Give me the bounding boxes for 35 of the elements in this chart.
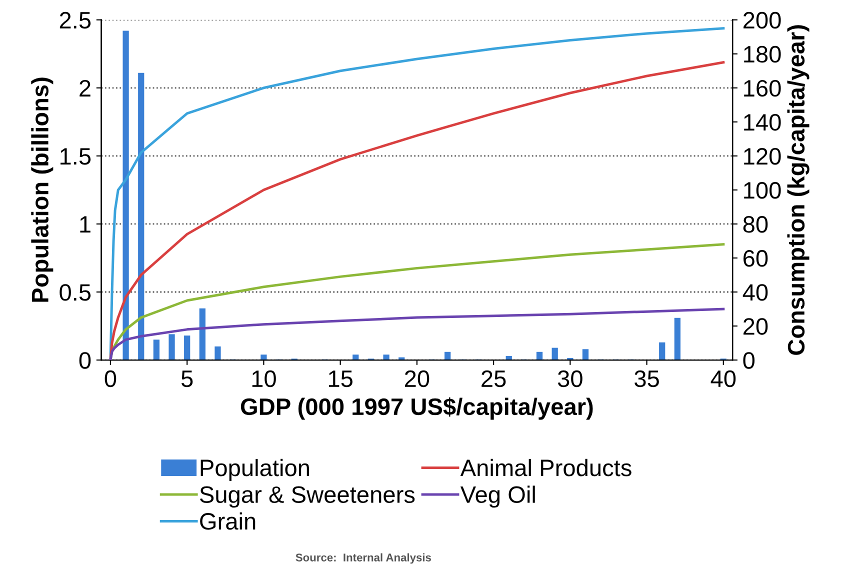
y-tick-label: 1 [80,216,90,233]
x-axis-title: GDP (000 1997 US$/capita/year) [240,397,593,420]
y2-tick-label: 80 [743,216,768,233]
y2-tick-label: 0 [743,352,755,369]
x-tick-label: 10 [252,370,276,388]
y2-tick-label: 160 [744,80,781,97]
y-axis-title: Population (billions) [31,78,54,302]
legend-label: Grain [200,512,256,530]
y2-tick-label: 40 [742,284,768,301]
y2-tick-label: 20 [744,318,768,335]
y-tick-label: 1.5 [60,148,91,165]
y-tick-label: 0 [79,352,91,369]
x-tick-label: 5 [181,370,193,388]
y-tick-label: 2 [80,80,90,96]
legend-label: Sugar & Sweeteners [200,486,415,508]
source-note: Source: Internal Analysis [296,553,431,564]
y2-tick-label: 140 [744,114,781,131]
x-tick-label: 40 [710,370,736,388]
x-tick-label: 20 [404,370,430,388]
y2-axis-title: Consumption (kg/capita/year) [787,25,810,355]
x-tick-label: 35 [634,370,659,388]
legend-label: Veg Oil [460,486,535,508]
legend-label: Population [200,458,309,481]
y-tick-label: 2.5 [60,12,91,29]
y2-tick-label: 100 [744,182,781,199]
y-tick-label: 0.5 [60,284,91,301]
y2-tick-label: 120 [744,148,781,165]
x-tick-label: 30 [558,370,582,388]
x-tick-label: 25 [482,370,506,388]
legend-label: Animal Products [460,458,632,476]
x-tick-label: 0 [104,370,116,388]
y2-tick-label: 200 [744,12,781,29]
x-tick-label: 15 [328,370,352,388]
y2-tick-label: 180 [744,46,781,63]
y2-tick-label: 60 [744,250,768,267]
